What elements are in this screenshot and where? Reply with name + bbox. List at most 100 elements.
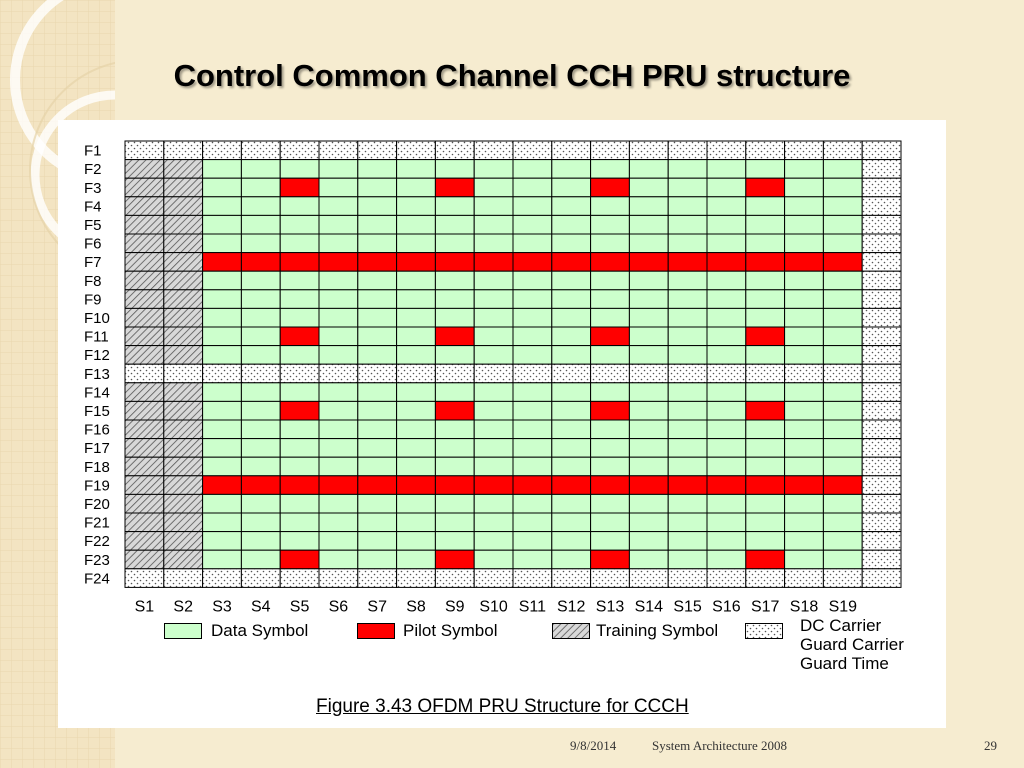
data-cell: [706, 419, 747, 440]
data-cell: [590, 270, 630, 291]
data-cell: [512, 419, 553, 440]
dc-guard-cell: [124, 140, 165, 161]
dc-guard-cell: [822, 140, 863, 161]
pilot-cell: [279, 549, 320, 570]
row-label: F10: [84, 310, 110, 327]
data-cell: [784, 419, 824, 440]
data-cell: [434, 419, 475, 440]
data-cell: [822, 214, 863, 235]
data-cell: [318, 531, 359, 551]
data-cell: [512, 270, 553, 291]
data-cell: [551, 233, 592, 254]
footer-date: 9/8/2014: [570, 738, 617, 753]
training-cell: [124, 382, 165, 402]
row-label: F22: [84, 533, 110, 550]
data-cell: [628, 493, 669, 514]
data-cell: [628, 177, 669, 198]
pilot-cell: [357, 252, 398, 272]
dc-guard-cell: [396, 140, 436, 161]
column-label: S1: [135, 598, 155, 615]
column-label: S15: [673, 598, 702, 615]
data-cell: [512, 289, 553, 309]
dc-guard-cell: [279, 363, 320, 384]
data-cell: [357, 549, 398, 570]
pilot-cell: [784, 252, 824, 272]
pilot-cell: [822, 475, 863, 495]
dc-guard-cell: [745, 140, 786, 161]
data-cell: [279, 233, 320, 254]
data-cell: [745, 196, 786, 216]
data-cell: [590, 456, 630, 477]
data-cell: [745, 345, 786, 365]
data-cell: [240, 307, 281, 328]
data-cell: [357, 233, 398, 254]
data-cell: [473, 345, 514, 365]
data-cell: [628, 382, 669, 402]
data-cell: [706, 493, 747, 514]
data-cell: [357, 196, 398, 216]
data-cell: [784, 326, 824, 347]
pilot-cell: [667, 475, 708, 495]
guard-carrier-cell: [861, 196, 902, 216]
data-cell: [240, 419, 281, 440]
data-cell: [745, 438, 786, 458]
data-cell: [434, 438, 475, 458]
pilot-cell: [745, 252, 786, 272]
data-cell: [279, 512, 320, 533]
data-cell: [784, 307, 824, 328]
pilot-cell: [745, 549, 786, 570]
data-cell: [551, 419, 592, 440]
data-cell: [240, 196, 281, 216]
data-cell: [784, 270, 824, 291]
pilot-cell: [396, 475, 436, 495]
data-cell: [512, 512, 553, 533]
dc-guard-cell: [706, 363, 747, 384]
data-cell: [318, 382, 359, 402]
row-label: F13: [84, 366, 110, 383]
data-cell: [279, 345, 320, 365]
dc-guard-cell: [512, 140, 553, 161]
data-cell: [318, 196, 359, 216]
data-cell: [551, 400, 592, 421]
column-label: S10: [479, 598, 508, 615]
data-cell: [202, 233, 242, 254]
data-cell: [667, 345, 708, 365]
training-cell: [163, 419, 204, 440]
data-cell: [551, 382, 592, 402]
dc-guard-cell: [590, 363, 630, 384]
dc-guard-cell: [396, 568, 436, 588]
row-label: F16: [84, 422, 110, 439]
data-cell: [822, 289, 863, 309]
row-label: F11: [84, 329, 109, 346]
data-cell: [551, 307, 592, 328]
pilot-cell: [473, 252, 514, 272]
pilot-cell: [590, 326, 630, 347]
figure-caption: Figure 3.43 OFDM PRU Structure for CCCH: [316, 696, 689, 717]
dc-guard-cell: [667, 363, 708, 384]
guard-carrier-cell: [861, 549, 902, 570]
pilot-cell: [240, 475, 281, 495]
data-cell: [357, 493, 398, 514]
data-cell: [628, 159, 669, 179]
data-cell: [822, 233, 863, 254]
guard-carrier-cell: [861, 512, 902, 533]
data-cell: [512, 493, 553, 514]
column-label: S16: [712, 598, 741, 615]
data-cell: [784, 493, 824, 514]
data-cell: [279, 438, 320, 458]
data-cell: [279, 382, 320, 402]
data-cell: [473, 549, 514, 570]
pilot-cell: [279, 400, 320, 421]
training-cell: [163, 493, 204, 514]
data-cell: [551, 270, 592, 291]
data-cell: [357, 438, 398, 458]
training-cell: [163, 252, 204, 272]
data-cell: [590, 493, 630, 514]
training-cell: [124, 289, 165, 309]
data-cell: [590, 531, 630, 551]
data-cell: [434, 512, 475, 533]
training-cell: [163, 270, 204, 291]
data-cell: [396, 531, 436, 551]
data-cell: [590, 512, 630, 533]
data-cell: [706, 512, 747, 533]
